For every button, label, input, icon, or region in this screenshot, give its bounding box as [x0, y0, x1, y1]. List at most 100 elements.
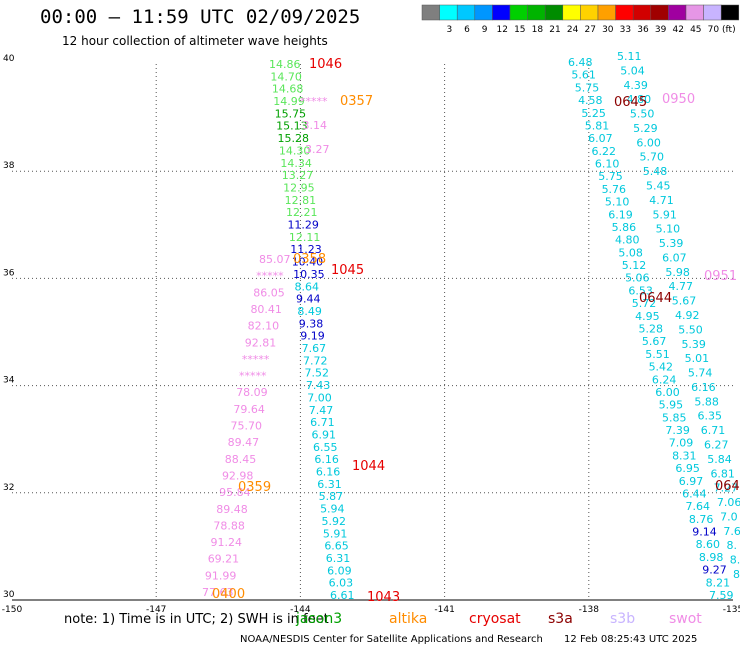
- wave-height-label: 11.29: [287, 219, 319, 232]
- wave-height-label: 6.71: [310, 416, 335, 429]
- wave-height-label: 7.27: [714, 482, 739, 495]
- mission-legend: jason3 altika cryosat s3a s3b swot: [0, 611, 740, 631]
- wave-height-label: 5.28: [639, 323, 664, 336]
- page-title: 00:00 – 11:59 UTC 02/09/2025: [40, 6, 361, 28]
- wave-height-label: 4.95: [635, 310, 660, 323]
- wave-height-label: 7.67: [302, 342, 327, 355]
- wave-height-label: 5.91: [652, 208, 677, 221]
- legend-label: 42: [672, 25, 683, 35]
- wave-height-label: 6.97: [679, 475, 704, 488]
- wave-height-label: 5.48: [643, 165, 668, 178]
- wave-height-legend: 3 6 9 12 15 18 21 24 27 30 33 36 39 42 45 70 (ft): [421, 4, 740, 35]
- wave-height-label: 14.70: [270, 70, 302, 83]
- time-tag: 0644: [639, 291, 672, 306]
- legend-label: 6: [464, 25, 470, 35]
- legend-label: 9: [482, 25, 488, 35]
- wave-height-label: 12.81: [285, 194, 317, 207]
- wave-height-label: 95.84: [219, 486, 251, 499]
- time-tag: 0645: [614, 95, 647, 110]
- wave-height-label: 5.01: [685, 352, 710, 365]
- wave-height-label: 6.22: [592, 145, 617, 158]
- wave-height-label: 4.71: [649, 194, 674, 207]
- wave-height-label: 6.10: [595, 158, 620, 171]
- wave-height-label: 13.27: [282, 169, 314, 182]
- wave-height-label: 5.84: [707, 453, 732, 466]
- wave-height-label: 7.43: [306, 379, 331, 392]
- altimeter-map: -150 -147 -144 -141 -138 -135 40 38 36 34 32 30 14.8…: [2, 50, 740, 612]
- wave-height-label: 7.06: [717, 496, 740, 509]
- legend-unit: (ft): [722, 25, 736, 35]
- wave-height-label: 14.30: [279, 144, 311, 157]
- wave-height-label: 5.75: [598, 170, 623, 183]
- longitude-tick-label: -147: [146, 605, 166, 612]
- wave-height-label: 6.16: [314, 453, 339, 466]
- wave-height-label: 4.80: [627, 93, 652, 106]
- wave-height-label: 91.99: [205, 569, 237, 582]
- wave-height-label: 6.00: [655, 386, 680, 399]
- wave-height-label: 7.52: [304, 367, 329, 380]
- latitude-tick-label: 38: [3, 161, 15, 171]
- wave-height-label: 9.38: [299, 317, 324, 330]
- wave-height-label: 6.53: [628, 284, 653, 297]
- wave-height-label: 5.50: [678, 323, 703, 336]
- wave-height-label: 5.91: [323, 527, 348, 540]
- longitude-tick-label: -135: [723, 605, 740, 612]
- wave-height-label: 9.44: [296, 293, 321, 306]
- wave-height-label: 5.50: [630, 108, 655, 121]
- wave-height-label: 5.85: [662, 411, 687, 424]
- wave-height-label: 6.07: [662, 251, 687, 264]
- wave-height-label: 14.99: [273, 95, 305, 108]
- wave-height-label: 8.76: [689, 513, 714, 526]
- wave-height-label: 14.34: [280, 157, 312, 170]
- wave-height-label: 5.10: [605, 196, 630, 209]
- wave-height-label: 5.51: [645, 348, 670, 361]
- wave-height-label: 7.6: [723, 525, 740, 538]
- wave-height-label: 6.81: [710, 467, 735, 480]
- wave-height-label: 86.05: [253, 286, 284, 299]
- wave-height-label: 3.27: [305, 143, 330, 156]
- wave-height-label: 4.77: [669, 280, 694, 293]
- wave-height-label: 8.21: [706, 576, 731, 589]
- wave-height-label: 6.91: [312, 428, 337, 441]
- wave-height-label: 78.88: [213, 519, 245, 532]
- wave-height-label: 6.61: [330, 589, 355, 602]
- wave-height-label: 5.39: [681, 338, 706, 351]
- wave-height-label: 7.59: [709, 589, 734, 602]
- time-tag: 064: [715, 479, 740, 494]
- wave-height-label: 9.19: [300, 330, 325, 343]
- wave-height-label: 6.95: [675, 462, 700, 475]
- wave-height-label: 5.04: [620, 64, 645, 77]
- wave-height-label: 12.95: [283, 181, 315, 194]
- wave-height-label: 12.11: [289, 231, 321, 244]
- latitude-tick-label: 40: [3, 54, 15, 64]
- legend-label: 45: [690, 25, 701, 35]
- wave-height-label: 5.39: [659, 237, 684, 250]
- wave-height-label: 12.21: [286, 206, 318, 219]
- wave-height-label: *****: [256, 270, 284, 283]
- footer-note: note: 1) Time is in UTC; 2) SWH is in fe…: [64, 612, 329, 627]
- wave-height-label: 77.63: [202, 586, 234, 599]
- credit-text: NOAA/NESDIS Center for Satellite Applica…: [240, 634, 543, 645]
- wave-height-label: 92.81: [245, 336, 277, 349]
- wave-height-label: 8.98: [699, 551, 724, 564]
- wave-height-label: 6.31: [317, 478, 342, 491]
- wave-height-label: 8.: [730, 554, 740, 567]
- time-tag: 0950: [662, 92, 695, 107]
- wave-height-label: 8.60: [696, 538, 721, 551]
- time-tag: 1045: [331, 263, 364, 278]
- wave-height-label: 15.75: [275, 107, 307, 120]
- time-tag: 0358: [293, 252, 326, 267]
- wave-height-label: 9.27: [702, 564, 727, 577]
- legend-label: 18: [532, 25, 544, 35]
- wave-height-label: 5.67: [672, 295, 697, 308]
- wave-height-label: 5.06: [625, 272, 650, 285]
- wave-height-label: 75.70: [231, 420, 263, 433]
- wave-height-label: 7.72: [303, 354, 328, 367]
- wave-height-label: 5.95: [659, 399, 684, 412]
- wave-height-label: 6.16: [316, 466, 341, 479]
- wave-height-label: 7.47: [309, 404, 334, 417]
- wave-height-label: 5.76: [602, 183, 627, 196]
- wave-height-label: 15.28: [278, 132, 310, 145]
- latitude-tick-label: 34: [3, 376, 15, 386]
- wave-height-label: 6.55: [313, 441, 338, 454]
